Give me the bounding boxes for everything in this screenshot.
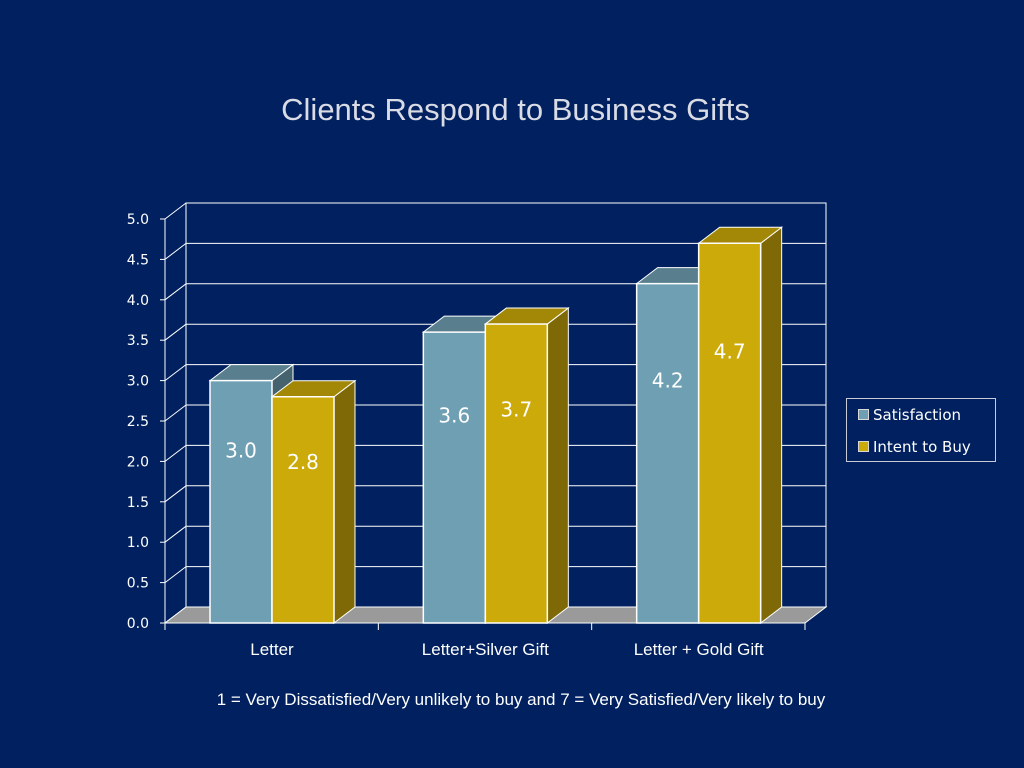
y-tick-label: 3.0	[127, 374, 149, 390]
data-label-intent-to-buy: 2.8	[287, 450, 319, 474]
legend-swatch-satisfaction	[858, 409, 869, 420]
bar-satisfaction	[635, 282, 700, 624]
y-tick-label: 0.0	[127, 616, 149, 632]
wall-gridline	[164, 485, 187, 503]
y-tick-label: 1.5	[127, 495, 149, 511]
wall-gridline	[164, 202, 187, 220]
legend-swatch-intent-to-buy	[858, 441, 869, 452]
data-label-intent-to-buy: 4.7	[714, 340, 746, 364]
y-tick-label: 1.0	[127, 535, 149, 551]
x-category-label: Letter + Gold Gift	[634, 640, 764, 659]
wall-gridline	[164, 525, 187, 543]
y-tick-label: 2.5	[127, 414, 149, 430]
wall-gridline	[164, 243, 187, 260]
bar-side-intent-to-buy	[760, 226, 783, 625]
data-label-intent-to-buy: 3.7	[500, 398, 532, 422]
bar-intent-to-buy	[484, 323, 549, 624]
y-tick-label: 5.0	[127, 212, 149, 228]
data-label-satisfaction: 4.2	[652, 369, 684, 393]
legend-item-intent-to-buy: Intent to Buy	[858, 437, 971, 457]
chart-legend: Satisfaction Intent to Buy	[846, 398, 996, 462]
bar-intent-to-buy	[271, 396, 335, 624]
bar-side-intent-to-buy	[546, 307, 569, 625]
wall-gridline	[164, 283, 187, 301]
bar-satisfaction	[209, 379, 273, 624]
data-label-satisfaction: 3.0	[225, 438, 257, 462]
y-tick-label: 2.0	[127, 454, 149, 470]
x-category-label: Letter+Silver Gift	[422, 640, 549, 659]
x-category-label: Letter	[250, 640, 294, 659]
y-tick-label: 0.5	[127, 576, 149, 592]
y-tick-label: 3.5	[127, 333, 149, 349]
y-tick-label: 4.5	[127, 252, 149, 268]
wall-gridline	[164, 404, 187, 422]
legend-label-satisfaction: Satisfaction	[873, 406, 962, 424]
wall-gridline	[164, 566, 187, 583]
footnote: 1 = Very Dissatisfied/Very unlikely to b…	[216, 690, 826, 709]
bar-side-intent-to-buy	[333, 379, 356, 625]
slide-title: Clients Respond to Business Gifts	[281, 92, 750, 127]
bar-intent-to-buy	[697, 242, 762, 624]
wall-gridline	[164, 323, 187, 341]
wall-gridline	[164, 445, 187, 462]
wall-gridline	[164, 364, 187, 381]
y-tick-label: 4.0	[127, 293, 149, 309]
bar-satisfaction	[422, 331, 487, 624]
data-label-satisfaction: 3.6	[438, 404, 470, 428]
legend-item-satisfaction: Satisfaction	[858, 405, 961, 425]
legend-label-intent-to-buy: Intent to Buy	[873, 438, 971, 456]
